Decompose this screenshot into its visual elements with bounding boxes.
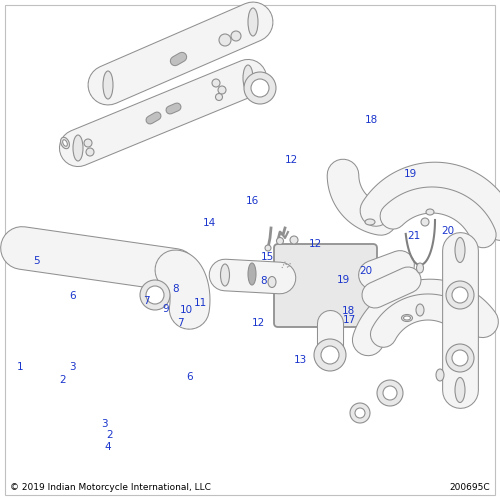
Ellipse shape <box>243 65 253 91</box>
Ellipse shape <box>268 276 276 287</box>
Circle shape <box>355 408 365 418</box>
Circle shape <box>251 79 269 97</box>
Ellipse shape <box>248 263 256 285</box>
Text: 6: 6 <box>70 291 76 301</box>
Text: 4: 4 <box>104 442 111 452</box>
Text: 12: 12 <box>308 239 322 249</box>
Circle shape <box>321 346 339 364</box>
Ellipse shape <box>416 263 424 273</box>
Text: 6: 6 <box>186 372 194 382</box>
Circle shape <box>383 386 397 400</box>
Ellipse shape <box>60 138 70 148</box>
Text: 15: 15 <box>261 252 274 262</box>
Text: 5: 5 <box>32 256 40 266</box>
Ellipse shape <box>455 378 465 402</box>
FancyBboxPatch shape <box>274 244 377 327</box>
Text: 17: 17 <box>342 315 355 325</box>
Circle shape <box>216 94 222 100</box>
Circle shape <box>265 245 271 251</box>
Ellipse shape <box>402 314 412 322</box>
Circle shape <box>446 281 474 309</box>
Text: 19: 19 <box>404 169 416 179</box>
Circle shape <box>231 31 241 41</box>
Text: 2: 2 <box>106 430 114 440</box>
Text: 20: 20 <box>441 226 454 236</box>
Ellipse shape <box>220 264 230 286</box>
Circle shape <box>244 72 276 104</box>
Circle shape <box>276 238 283 244</box>
Text: 7: 7 <box>142 296 150 306</box>
Ellipse shape <box>436 369 444 381</box>
Ellipse shape <box>455 238 465 262</box>
Circle shape <box>350 403 370 423</box>
Text: 1: 1 <box>16 362 24 372</box>
Text: 18: 18 <box>342 306 354 316</box>
Ellipse shape <box>73 135 83 161</box>
Ellipse shape <box>426 209 434 215</box>
Text: 11: 11 <box>194 298 206 308</box>
Circle shape <box>452 287 468 303</box>
Text: 14: 14 <box>202 218 215 228</box>
Text: 12: 12 <box>252 318 265 328</box>
Text: 16: 16 <box>246 196 259 206</box>
Circle shape <box>218 86 226 94</box>
Text: 200695C: 200695C <box>450 483 490 492</box>
Text: 21: 21 <box>408 231 420 241</box>
Text: 2: 2 <box>59 375 66 385</box>
Circle shape <box>146 286 164 304</box>
Text: © 2019 Indian Motorcycle International, LLC: © 2019 Indian Motorcycle International, … <box>10 483 211 492</box>
Circle shape <box>314 339 346 371</box>
Ellipse shape <box>416 304 424 316</box>
Circle shape <box>140 280 170 310</box>
Circle shape <box>452 350 468 366</box>
Text: 3: 3 <box>69 362 76 372</box>
Circle shape <box>86 148 94 156</box>
Text: 19: 19 <box>336 275 349 285</box>
Text: 8: 8 <box>172 284 180 294</box>
Text: 13: 13 <box>294 355 306 365</box>
Circle shape <box>219 34 231 46</box>
Text: 3: 3 <box>100 419 107 429</box>
Circle shape <box>84 139 92 147</box>
Text: 7: 7 <box>176 318 184 328</box>
Text: 8: 8 <box>260 276 268 286</box>
Circle shape <box>290 236 298 244</box>
Circle shape <box>421 218 429 226</box>
Text: 18: 18 <box>364 115 378 125</box>
Circle shape <box>446 344 474 372</box>
Ellipse shape <box>62 140 68 146</box>
Circle shape <box>377 380 403 406</box>
Ellipse shape <box>365 219 375 225</box>
Text: 20: 20 <box>359 266 372 276</box>
Ellipse shape <box>248 8 258 36</box>
Circle shape <box>212 79 220 87</box>
Text: 10: 10 <box>180 305 192 315</box>
Ellipse shape <box>103 71 113 99</box>
Text: 12: 12 <box>284 155 298 165</box>
Text: 9: 9 <box>162 304 170 314</box>
Ellipse shape <box>404 316 410 320</box>
